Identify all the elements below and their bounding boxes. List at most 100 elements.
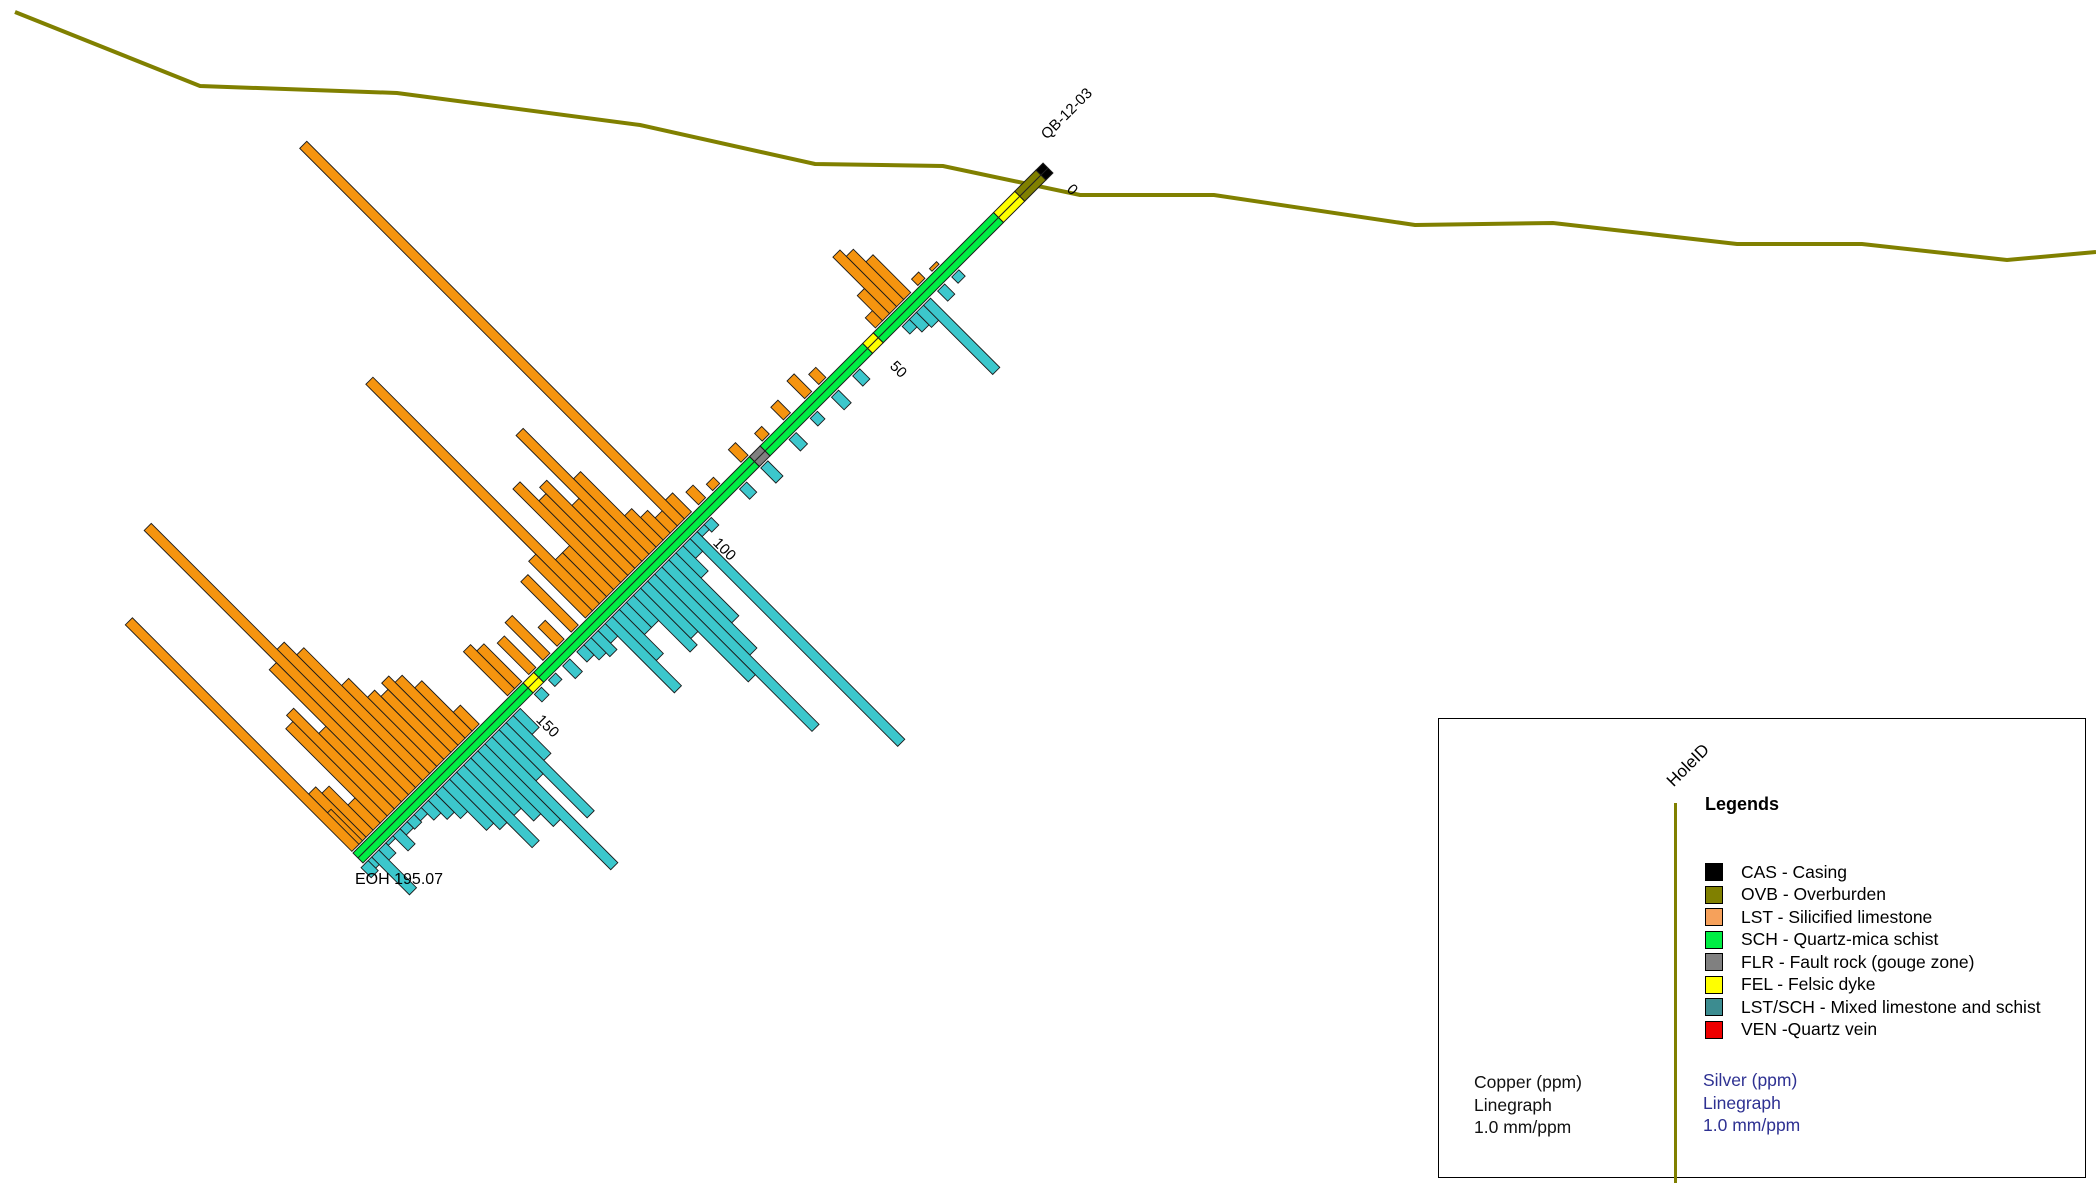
legend-panel: HoleID Legends CAS - Casing OVB - Overbur… — [1438, 718, 2086, 1183]
legend-item-label: CAS - Casing — [1741, 861, 1848, 882]
legend-item-fel: FEL - Felsic dyke — [1705, 974, 2041, 997]
copper-bar-47 — [285, 707, 395, 817]
silver-bar-31 — [562, 658, 583, 680]
silver-bar-54 — [371, 849, 418, 896]
silver-histogram — [360, 269, 1001, 896]
silver-bar-26 — [604, 615, 683, 694]
legend-swatch-fel — [1705, 975, 1723, 994]
depth-tick-label: 150 — [533, 711, 563, 741]
hole-id-label: QB-12-03 — [1038, 85, 1096, 143]
legend-swatch-lst — [1705, 908, 1723, 927]
copper-bar-7 — [808, 366, 827, 386]
copper-bar-44 — [143, 522, 417, 796]
silver-bar-28 — [590, 630, 618, 658]
legend-item-lst: LST - Silicified limestone — [1705, 906, 2041, 929]
silver-label-line1: Silver (ppm) — [1703, 1070, 1798, 1090]
copper-bar-10 — [754, 425, 770, 442]
copper-bar-38 — [381, 675, 459, 753]
copper-bar-5 — [856, 287, 891, 322]
copper-graph-label: Copper (ppm) Linegraph 1.0 mm/ppm — [1474, 1071, 1582, 1139]
copper-bar-24 — [512, 481, 622, 591]
legend-item-label: OVB - Overburden — [1741, 884, 1886, 905]
silver-bar-49 — [406, 813, 423, 830]
silver-bar-36 — [498, 721, 595, 819]
copper-bar-8 — [786, 373, 813, 400]
legend-swatch-cas — [1705, 863, 1723, 882]
silver-bar-38 — [484, 736, 619, 871]
legend-swatch-sch — [1705, 930, 1723, 949]
silver-bar-12 — [703, 516, 720, 533]
silver-bar-5 — [901, 318, 918, 335]
silver-bar-3 — [915, 304, 940, 329]
legend-item-ovb: OVB - Overburden — [1705, 884, 2041, 907]
copper-bar-29 — [520, 574, 579, 633]
legend-item-label: SCH - Quartz-mica schist — [1741, 929, 1939, 950]
silver-bar-51 — [392, 828, 416, 852]
end-of-hole-label: EOH 195.07 — [355, 871, 443, 888]
copper-bar-53 — [124, 617, 360, 853]
silver-bar-39 — [477, 743, 562, 828]
copper-bar-31 — [504, 614, 551, 662]
silver-bar-29 — [583, 637, 607, 661]
depth-tick-label: 50 — [886, 358, 910, 382]
copper-histogram — [124, 140, 940, 853]
copper-bar-22 — [539, 479, 636, 577]
silver-bar-43 — [448, 771, 508, 831]
legend-item-label: LST/SCH - Mixed limestone and schist — [1741, 996, 2041, 1017]
lithology-legend-list: CAS - Casing OVB - Overburden LST - Silici… — [1705, 861, 2041, 1041]
silver-bar-8 — [809, 410, 826, 427]
legend-swatch-flr — [1705, 953, 1723, 972]
copper-bar-28 — [528, 553, 594, 619]
legend-item-sch: SCH - Quartz-mica schist — [1705, 929, 2041, 952]
copper-bar-27 — [365, 376, 601, 612]
copper-bar-9 — [770, 399, 792, 421]
copper-bar-12 — [705, 476, 721, 492]
copper-bar-45 — [268, 661, 410, 803]
legend-item-label: FEL - Felsic dyke — [1741, 974, 1876, 995]
silver-bar-30 — [576, 644, 595, 663]
silver-bar-47 — [420, 799, 442, 821]
copper-bar-32 — [496, 635, 537, 676]
silver-bar-1 — [937, 283, 956, 302]
copper-label-line3: 1.0 mm/ppm — [1474, 1117, 1572, 1137]
silver-bar-42 — [455, 764, 540, 849]
legend-item-lstsch: LST/SCH - Mixed limestone and schist — [1705, 996, 2041, 1019]
silver-bar-11 — [738, 481, 758, 500]
legend-swatch-ovb — [1705, 885, 1723, 904]
silver-bar-33 — [533, 686, 550, 703]
legend-item-ven: VEN -Quartz vein — [1705, 1019, 2041, 1042]
silver-bar-46 — [427, 792, 455, 820]
silver-label-line2: Linegraph — [1703, 1092, 1781, 1113]
copper-bar-0 — [928, 261, 940, 272]
legend-divider-line — [1674, 803, 1677, 1183]
silver-bar-10 — [760, 460, 784, 484]
topography-line — [14, 10, 2096, 263]
silver-bar-7 — [830, 389, 852, 411]
silver-bar-20 — [646, 573, 756, 683]
legend-swatch-lstsch — [1705, 998, 1723, 1017]
silver-bar-19 — [654, 566, 820, 733]
copper-bar-6 — [864, 310, 884, 329]
hole-centerline — [357, 167, 1049, 859]
legend-swatch-ven — [1705, 1020, 1723, 1039]
copper-bar-13 — [685, 484, 707, 506]
copper-bar-1 — [910, 271, 926, 287]
silver-bar-32 — [547, 672, 563, 688]
copper-label-line2: Linegraph — [1474, 1094, 1552, 1115]
drillhole-trace — [352, 162, 1054, 864]
silver-bar-0 — [951, 269, 966, 284]
holeid-column-label: HoleID — [1662, 740, 1714, 791]
copper-bar-11 — [727, 442, 749, 463]
copper-bar-20 — [515, 427, 650, 562]
silver-bar-2 — [922, 297, 1001, 376]
copper-bar-15 — [299, 140, 686, 527]
legend-item-label: VEN -Quartz vein — [1741, 1019, 1878, 1040]
copper-bar-34 — [462, 643, 516, 697]
silver-graph-label: Silver (ppm) Linegraph 1.0 mm/ppm — [1703, 1069, 1800, 1137]
legend-item-label: FLR - Fault rock (gouge zone) — [1741, 951, 1975, 972]
silver-bar-56 — [360, 859, 379, 879]
legend-item-cas: CAS - Casing — [1705, 861, 2041, 884]
silver-bar-14 — [689, 530, 906, 748]
silver-bar-44 — [441, 778, 495, 831]
